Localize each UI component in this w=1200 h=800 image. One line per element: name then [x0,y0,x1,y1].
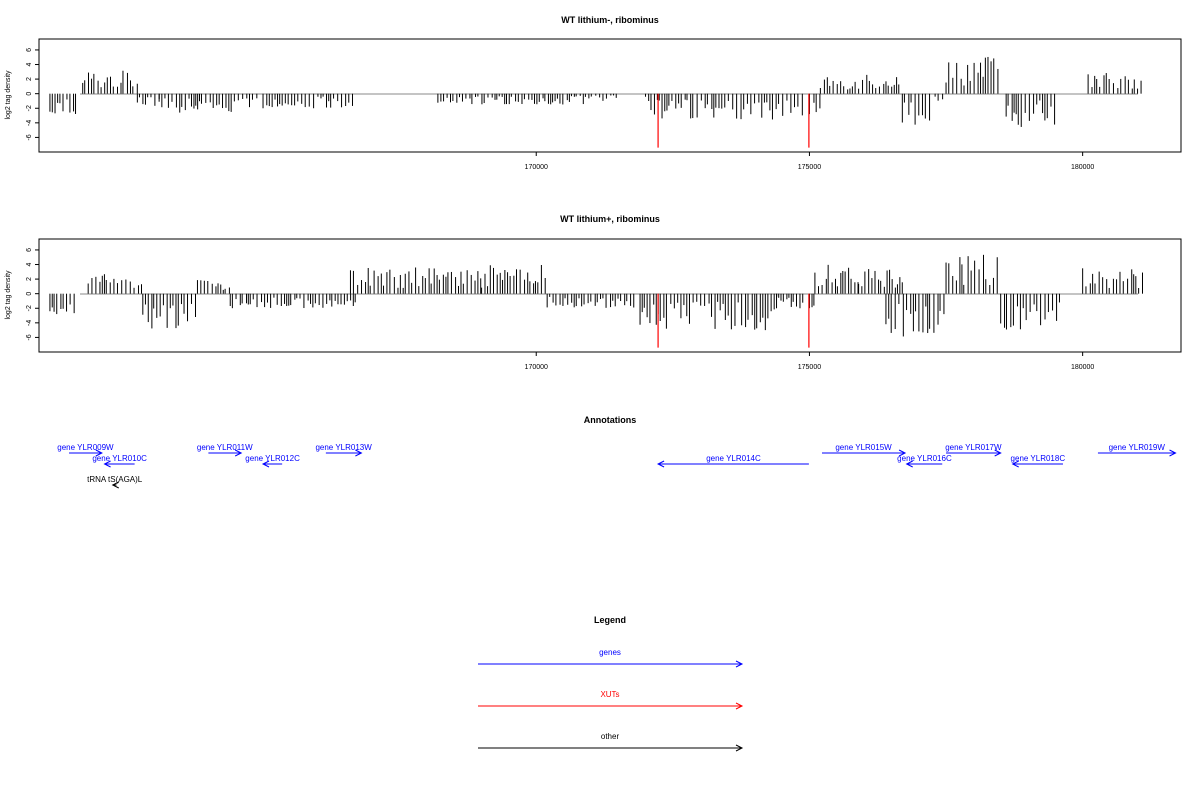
feature-label: gene YLR012C [245,454,300,463]
panel-2-ylabel: log2 tag density [5,270,12,320]
panel-1-ylabel: log2 tag density [5,70,12,120]
y-tick-label: 2 [26,77,33,81]
x-tick-label: 170000 [525,364,548,371]
panel-2-x-axis: 170000 175000 180000 [525,352,1094,371]
feature-gene-ylr016c: gene YLR016C [897,454,952,468]
feature-gene-ylr013w: gene YLR013W [315,443,372,457]
feature-label: gene YLR018C [1011,454,1066,463]
panel-lithium-minus: WT lithium-, ribominus 6 4 2 0 -2 -4 -6 170000… [5,15,1182,171]
feature-arrowhead [111,481,119,489]
feature-arrowhead [898,449,907,457]
y-tick-label: -2 [26,105,33,111]
legend-label: genes [599,648,621,657]
feature-arrowhead [1011,460,1019,468]
x-tick-label: 175000 [798,364,821,371]
feature-arrowhead [905,460,913,468]
feature-arrowhead [656,460,665,468]
y-tick-label: 0 [26,292,33,296]
y-tick-label: 4 [26,62,33,66]
feature-gene-ylr009w: gene YLR009W [57,443,114,457]
y-tick-label: -4 [26,320,33,326]
y-tick-label: 2 [26,277,33,281]
panel-1-y-axis: 6 4 2 0 -2 -4 -6 [26,48,39,141]
feature-arrowhead [1169,449,1177,457]
panel-lithium-plus: WT lithium+, ribominus 6 4 2 0 -2 -4 -6 170000… [5,214,1182,371]
legend-item-xuts: XUTs [478,690,744,710]
x-tick-label: 180000 [1071,164,1094,171]
legend-items: genes XUTs other [478,648,744,752]
feature-label: gene YLR014C [706,454,761,463]
annotations-title: Annotations [584,415,637,425]
y-tick-label: -4 [26,120,33,126]
panel-2-title: WT lithium+, ribominus [560,214,660,224]
y-tick-label: 6 [26,248,33,252]
feature-label: gene YLR017W [945,443,1002,452]
y-tick-label: 0 [26,92,33,96]
feature-label: gene YLR009W [57,443,114,452]
panel-2-y-axis: 6 4 2 0 -2 -4 -6 [26,248,39,341]
panel-1-title: WT lithium-, ribominus [561,15,659,25]
feature-arrowhead [95,449,103,457]
legend-label: XUTs [600,690,619,699]
feature-gene-ylr010c: gene YLR010C [92,454,147,468]
legend-arrowhead [735,744,744,752]
feature-arrowhead [355,449,363,457]
legend-item-other: other [478,732,744,752]
feature-label: gene YLR013W [315,443,372,452]
y-tick-label: -6 [26,134,33,140]
feature-arrowhead [103,460,111,468]
x-tick-label: 180000 [1071,364,1094,371]
feature-label: gene YLR010C [92,454,147,463]
panel-1-bars [49,56,1142,148]
panel-2-bars [49,254,1143,348]
feature-arrowhead [261,460,270,468]
feature-arrowhead [994,449,1002,457]
x-tick-label: 175000 [798,164,821,171]
feature-label: gene YLR015W [835,443,892,452]
feature-arrowhead [234,449,243,457]
legend-label: other [601,732,620,741]
feature-gene-ylr012c: gene YLR012C [245,454,300,468]
legend-arrowhead [735,660,744,668]
legend-item-genes: genes [478,648,744,668]
feature-gene-ylr014c: gene YLR014C [656,454,809,468]
feature-label: gene YLR016C [897,454,952,463]
y-tick-label: 6 [26,48,33,52]
y-tick-label: -2 [26,305,33,311]
legend-title: Legend [594,615,626,625]
y-tick-label: 4 [26,262,33,266]
panel-2-frame [38,238,1182,353]
panel-1-x-axis: 170000 175000 180000 [525,152,1094,171]
feature-gene-ylr017w: gene YLR017W [945,443,1002,457]
x-tick-label: 170000 [525,164,548,171]
panel-1-frame [38,38,1182,153]
y-tick-label: -6 [26,334,33,340]
feature-gene-ylr019w: gene YLR019W [1097,443,1177,457]
legend-panel: Legend genes XUTs other [478,615,744,752]
feature-label: gene YLR011W [197,443,253,452]
feature-label: tRNA tS(AGA)L [87,475,143,484]
feature-trna-ts-aga-l: tRNA tS(AGA)L [87,475,143,489]
feature-gene-ylr015w: gene YLR015W [822,443,907,457]
legend-arrowhead [735,702,744,710]
feature-gene-ylr011w: gene YLR011W [197,443,253,457]
feature-gene-ylr018c: gene YLR018C [1011,454,1066,468]
feature-label: gene YLR019W [1109,443,1166,452]
annotation-features: gene YLR009W gene YLR010C gene YLR011W gene… [57,443,1177,489]
